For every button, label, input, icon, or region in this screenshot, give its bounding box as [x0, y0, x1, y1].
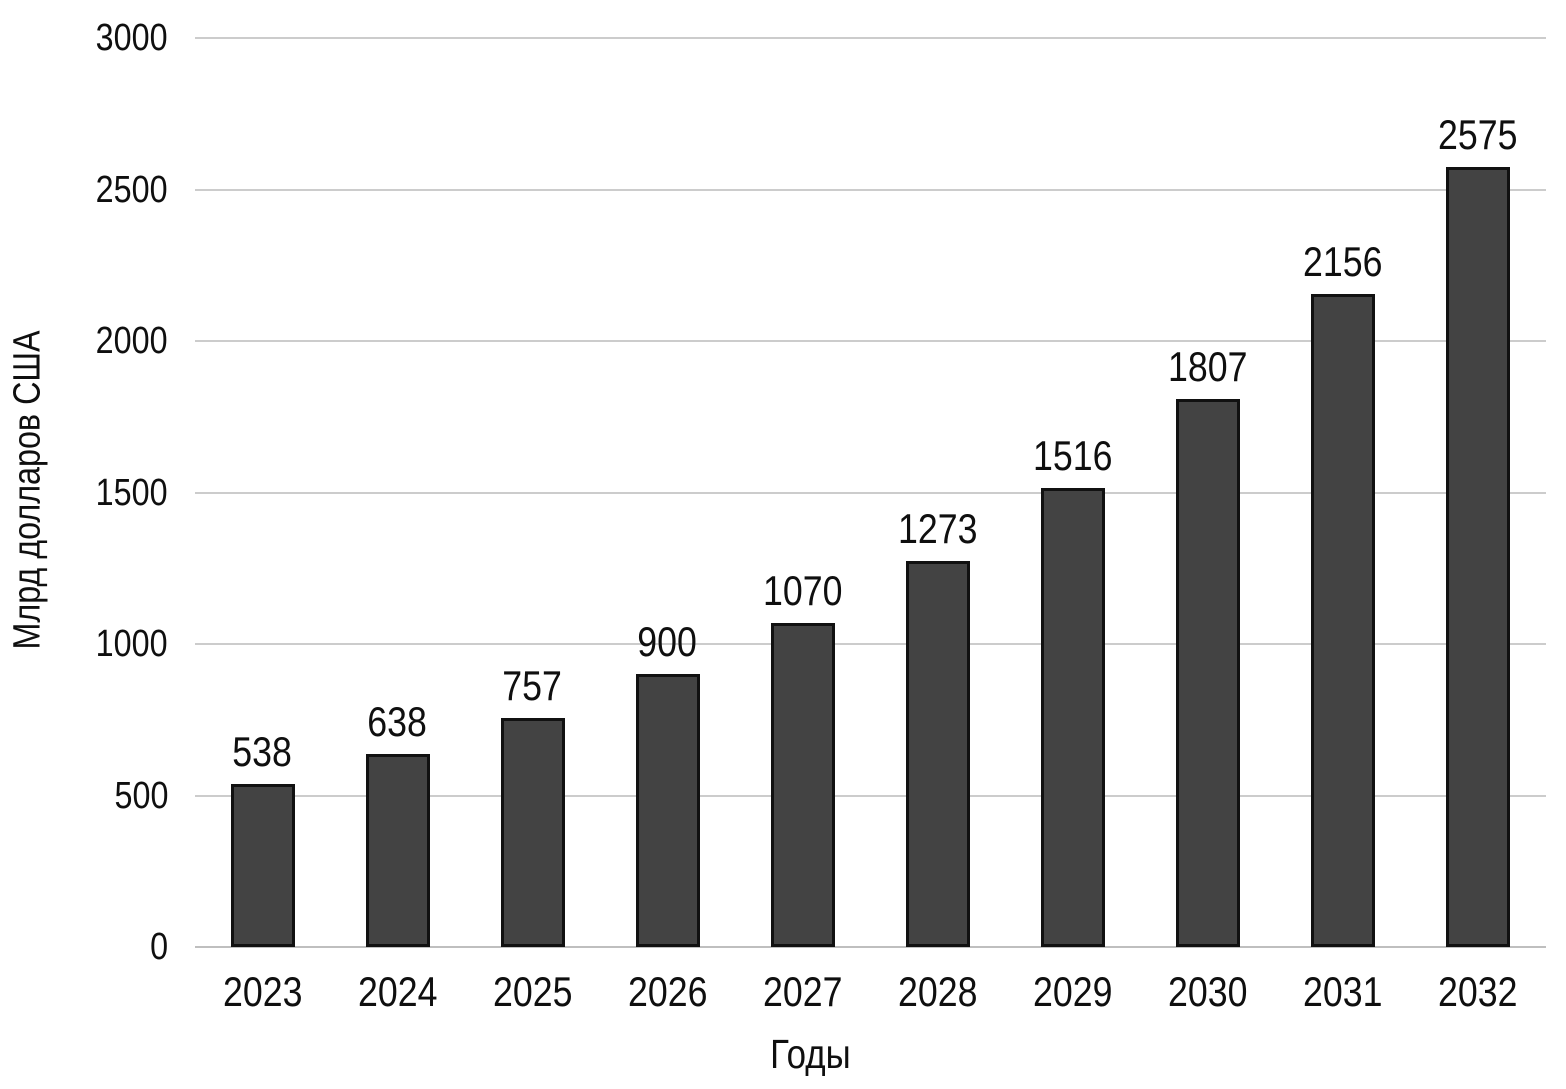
- bar: [1041, 488, 1105, 947]
- bar-value-label: 757: [465, 662, 600, 710]
- bar-value-text: 1807: [1167, 343, 1248, 390]
- bar: [1446, 167, 1510, 947]
- gridline: [195, 188, 1546, 191]
- bar: [501, 718, 565, 947]
- x-axis-title: Годы: [135, 1028, 1485, 1080]
- bar: [1311, 294, 1375, 947]
- bar: [1176, 399, 1240, 947]
- y-tick-label: 500: [0, 772, 168, 820]
- x-tick-label: 2024: [330, 968, 465, 1016]
- x-tick-label: 2028: [870, 968, 1005, 1016]
- x-tick-label-text: 2028: [897, 968, 978, 1015]
- bar-value-label: 1273: [870, 505, 1005, 553]
- x-tick-label: 2026: [600, 968, 735, 1016]
- bar-value-label: 1516: [1005, 432, 1140, 480]
- y-tick-label: 2500: [0, 166, 168, 214]
- y-tick-label-text: 2500: [96, 168, 168, 211]
- y-tick-label-text: 500: [114, 774, 168, 817]
- y-tick-label: 2000: [0, 317, 168, 365]
- gridline: [195, 340, 1546, 342]
- y-tick-label: 1500: [0, 469, 168, 517]
- bar-value-label: 638: [330, 698, 465, 746]
- bar-value-text: 1273: [897, 505, 978, 552]
- y-tick-label-text: 2000: [96, 320, 168, 362]
- gridline: [195, 491, 1546, 494]
- bar-value-text: 2575: [1437, 111, 1518, 158]
- x-tick-label: 2027: [735, 968, 870, 1016]
- y-tick-label-text: 1500: [96, 471, 168, 514]
- x-tick-label-text: 2031: [1302, 968, 1383, 1015]
- x-tick-label: 2032: [1410, 968, 1545, 1016]
- x-tick-label-text: 2025: [492, 968, 573, 1015]
- bar: [771, 623, 835, 947]
- x-tick-label-text: 2026: [627, 968, 708, 1015]
- bar-value-text: 1516: [1032, 432, 1113, 479]
- y-tick-label-text: 0: [150, 926, 168, 968]
- gridline: [195, 643, 1546, 645]
- x-tick-label-text: 2032: [1437, 968, 1518, 1015]
- x-tick-label-text: 2027: [762, 968, 843, 1015]
- x-tick-label: 2023: [195, 968, 330, 1016]
- x-axis-baseline: [195, 946, 1546, 948]
- x-tick-label-text: 2023: [222, 968, 303, 1015]
- bar: [636, 674, 700, 947]
- x-tick-label: 2031: [1275, 968, 1410, 1016]
- bar: [231, 784, 295, 947]
- x-tick-label-text: 2029: [1032, 968, 1113, 1015]
- bar-value-label: 1070: [735, 567, 870, 615]
- bar-value-label: 2575: [1410, 111, 1545, 159]
- bar-value-text: 900: [637, 618, 698, 665]
- bar-value-text: 1070: [762, 567, 843, 614]
- gridline: [195, 37, 1546, 39]
- y-tick-label-text: 1000: [96, 623, 168, 665]
- x-tick-label-text: 2030: [1167, 968, 1248, 1015]
- y-tick-label: 0: [0, 923, 168, 971]
- y-tick-label: 1000: [0, 620, 168, 668]
- x-axis-title-text: Годы: [769, 1031, 851, 1077]
- x-tick-label: 2025: [465, 968, 600, 1016]
- bar-value-text: 757: [502, 662, 563, 709]
- bar-value-text: 2156: [1302, 238, 1383, 285]
- bar-value-text: 538: [232, 728, 293, 775]
- bar-value-text: 638: [367, 698, 428, 745]
- bar: [906, 561, 970, 947]
- bar-value-label: 2156: [1275, 238, 1410, 286]
- gridline: [195, 794, 1546, 797]
- x-tick-label: 2029: [1005, 968, 1140, 1016]
- bar-value-label: 538: [195, 728, 330, 776]
- bar-value-label: 900: [600, 618, 735, 666]
- bar: [366, 754, 430, 947]
- bar-value-label: 1807: [1140, 343, 1275, 391]
- x-tick-label-text: 2024: [357, 968, 438, 1015]
- y-tick-label: 3000: [0, 14, 168, 62]
- y-tick-label-text: 3000: [96, 17, 168, 59]
- x-tick-label: 2030: [1140, 968, 1275, 1016]
